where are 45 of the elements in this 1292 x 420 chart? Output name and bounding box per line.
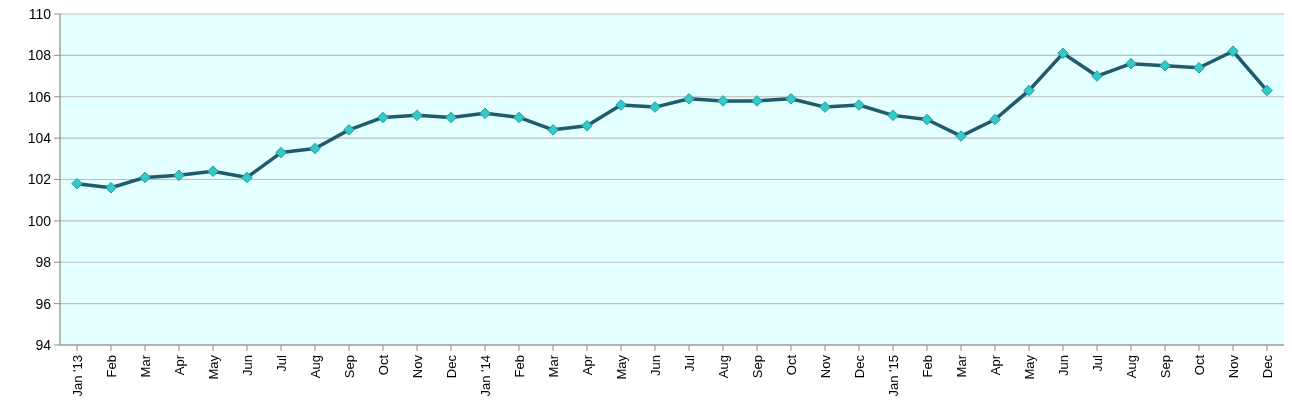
y-tick-label: 104 — [27, 130, 52, 147]
x-tick-label: May — [205, 354, 221, 380]
x-tick-label: Jul — [273, 354, 289, 372]
x-tick-label: Mar — [545, 354, 561, 378]
x-tick-label: Jun — [647, 355, 663, 376]
x-tick-label: Apr — [579, 354, 595, 376]
y-tick-label: 98 — [35, 254, 52, 271]
x-tick-label: Feb — [919, 355, 935, 378]
x-tick-label: Jan '14 — [477, 355, 493, 397]
x-tick-label: Feb — [103, 355, 119, 378]
y-tick-label: 94 — [35, 336, 52, 353]
x-tick-label: Sep — [1157, 355, 1173, 379]
x-tick-label: Aug — [1123, 355, 1139, 379]
x-tick-label: Jun — [239, 355, 255, 376]
y-tick-label: 110 — [28, 5, 52, 22]
x-tick-label: Sep — [749, 355, 765, 379]
x-tick-label: Jul — [681, 354, 697, 372]
y-tick-label: 96 — [35, 295, 52, 312]
x-tick-label: Apr — [987, 354, 1003, 376]
x-tick-label: Dec — [443, 354, 459, 379]
x-tick-label: Oct — [375, 354, 391, 376]
x-tick-label: Mar — [953, 354, 969, 378]
x-tick-label: May — [613, 354, 629, 380]
y-tick-label: 108 — [27, 47, 52, 64]
x-tick-label: Aug — [307, 355, 323, 379]
x-tick-label: Oct — [783, 354, 799, 376]
x-tick-label: Mar — [137, 354, 153, 378]
y-tick-label: 100 — [27, 212, 52, 229]
x-tick-label: Jan '15 — [885, 355, 901, 397]
x-tick-label: Jul — [1089, 354, 1105, 372]
x-tick-label: Feb — [511, 355, 527, 378]
x-tick-label: Sep — [341, 355, 357, 379]
x-tick-label: Nov — [409, 354, 425, 379]
x-tick-label: Dec — [851, 354, 867, 379]
x-tick-label: Nov — [1225, 354, 1241, 379]
y-tick-label: 106 — [27, 88, 52, 105]
x-tick-label: Apr — [171, 354, 187, 376]
y-tick-label: 102 — [27, 171, 52, 188]
x-tick-label: Jun — [1055, 355, 1071, 376]
x-tick-label: Oct — [1191, 354, 1207, 376]
x-tick-label: Aug — [715, 355, 731, 379]
x-tick-label: Dec — [1259, 354, 1275, 379]
x-tick-label: Nov — [817, 354, 833, 379]
x-tick-label: Jan '13 — [69, 355, 85, 397]
x-tick-label: May — [1021, 354, 1037, 380]
